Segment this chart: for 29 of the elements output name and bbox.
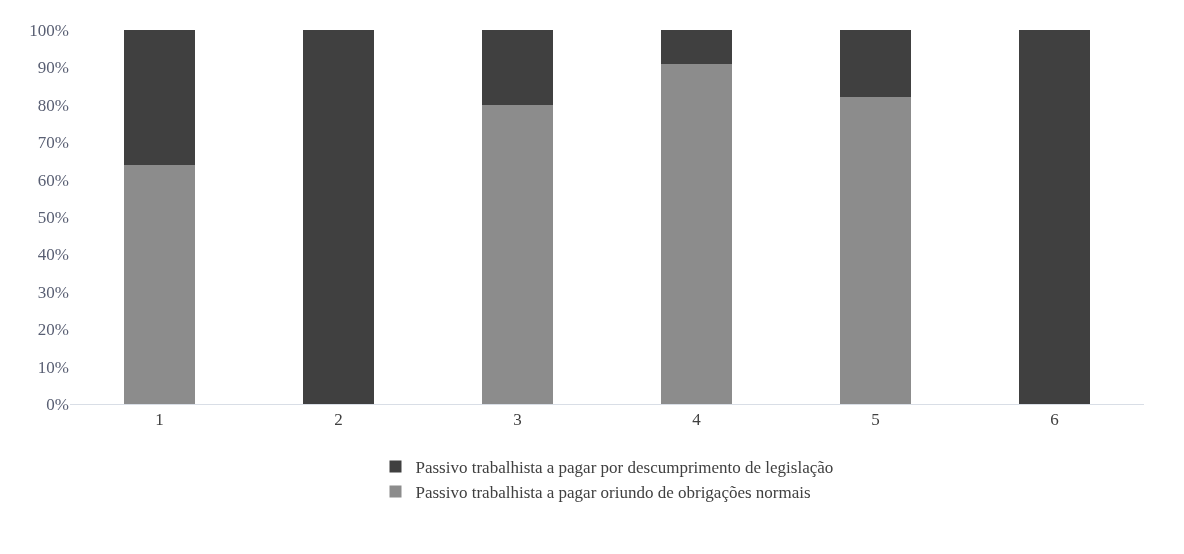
y-tick-label: 60% <box>37 170 69 190</box>
y-tick-label: 80% <box>37 95 69 115</box>
legend-label: Passivo trabalhista a pagar por descumprimento de legislação <box>415 458 834 478</box>
bar <box>481 104 554 404</box>
y-tick-label: 100% <box>29 20 69 40</box>
legend-label: Passivo trabalhista a pagar oriundo de obrigações normais <box>415 483 811 503</box>
bar <box>123 30 196 165</box>
y-tick-label: 90% <box>37 58 69 78</box>
bar <box>302 30 375 404</box>
y-tick-label: 0% <box>46 394 69 414</box>
y-tick-label: 70% <box>37 133 69 153</box>
bar <box>123 164 196 404</box>
bar <box>481 30 554 105</box>
y-tick-label: 50% <box>37 207 69 227</box>
x-tick-label: 6 <box>1050 410 1059 430</box>
bar <box>660 30 733 64</box>
y-tick-label: 30% <box>37 282 69 302</box>
bar <box>660 63 733 404</box>
y-tick-label: 10% <box>37 357 69 377</box>
x-tick-label: 5 <box>871 410 880 430</box>
y-tick-label: 40% <box>37 245 69 265</box>
x-tick-label: 2 <box>334 410 343 430</box>
y-tick-label: 20% <box>37 320 69 340</box>
bar <box>1018 30 1091 404</box>
bar <box>839 97 912 404</box>
x-tick-label: 3 <box>513 410 522 430</box>
x-tick-label: 4 <box>692 410 702 430</box>
x-tick-label: 1 <box>155 410 164 430</box>
bar <box>839 30 912 98</box>
